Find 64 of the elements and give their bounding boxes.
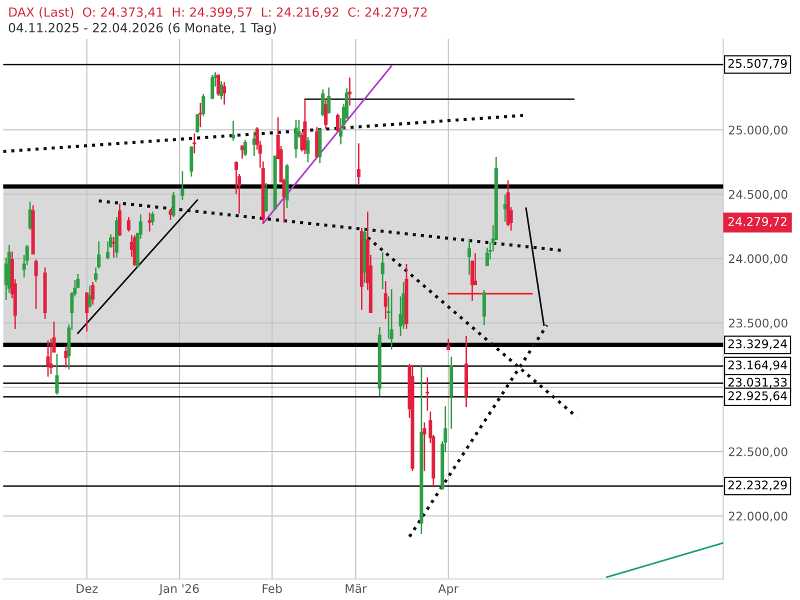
y-tick-label: 24.000,00 [728, 254, 788, 264]
ref-line-label: 22.925,64 [728, 391, 787, 402]
candlestick [85, 292, 89, 332]
y-tick-label: 23.500,00 [728, 318, 788, 329]
ref-line-label: 22.232,29 [728, 480, 787, 491]
candlestick [220, 80, 224, 100]
candlestick [172, 191, 176, 218]
candlestick [306, 136, 310, 163]
candlestick [196, 114, 200, 134]
candlestick [348, 76, 352, 106]
candlestick [91, 281, 95, 306]
candlestick [106, 240, 110, 260]
candlestick [148, 212, 152, 232]
y-tick-label: 24.500,00 [728, 190, 788, 200]
candlestick [422, 422, 426, 472]
y-tick-label: 22.000,00 [728, 512, 788, 522]
candlestick [426, 376, 430, 412]
candlestick [198, 102, 202, 128]
candlestick [192, 132, 196, 154]
candlestick [294, 119, 298, 158]
candlestick [55, 353, 59, 396]
candlestick [327, 86, 331, 114]
y-tick-label: 22.500,00 [728, 447, 788, 458]
candlestick [126, 216, 130, 232]
x-tick-label: Apr [438, 584, 459, 596]
candlestick [324, 98, 328, 130]
candlestick [384, 280, 388, 320]
x-tick-label: Jan '26 [158, 584, 199, 596]
candlestick [202, 93, 206, 118]
chart-subtitle: 04.11.2025 - 22.04.2026 (6 Monate, 1 Tag) [8, 22, 276, 35]
candlestick [446, 338, 450, 350]
ref-line-label: 23.031,33 [728, 378, 787, 388]
candlestick [231, 120, 236, 142]
candlestick [467, 238, 472, 276]
candlestick [380, 252, 384, 290]
candlestick [180, 170, 184, 201]
candlestick [503, 194, 507, 222]
candlestick [49, 338, 53, 375]
text: 24.279,72 [728, 217, 786, 228]
x-tick-label: Feb [262, 584, 282, 593]
candlestick [46, 340, 50, 378]
ref-line-label: 25.507,79 [728, 59, 787, 70]
candlestick [112, 236, 116, 258]
x-tick-label: Dez [76, 584, 98, 593]
chart-title: DAX (Last) O: 24.373,41 H: 24.399,57 L: 24.216,92 C: 24.279,72 [9, 7, 427, 18]
candlestick [321, 88, 325, 118]
candlestick [34, 258, 38, 310]
candlestick [336, 112, 340, 132]
candlestick [243, 139, 247, 157]
candlestick [356, 142, 360, 185]
candlestick [264, 182, 268, 212]
candlestick [216, 74, 220, 96]
x-tick-label: Mär [346, 584, 367, 593]
ref-line-label: 23.329,24 [728, 339, 787, 350]
candlestick [150, 211, 154, 226]
candlestick [482, 289, 486, 326]
candlestick [390, 288, 394, 350]
ref-line-label: 23.164,94 [728, 360, 787, 371]
y-tick-label: 25.000,00 [728, 126, 788, 136]
candlestick [210, 74, 214, 100]
candlestick [168, 208, 172, 221]
candlestick [240, 144, 244, 160]
candlestick [88, 284, 92, 308]
candlestick [222, 81, 226, 106]
